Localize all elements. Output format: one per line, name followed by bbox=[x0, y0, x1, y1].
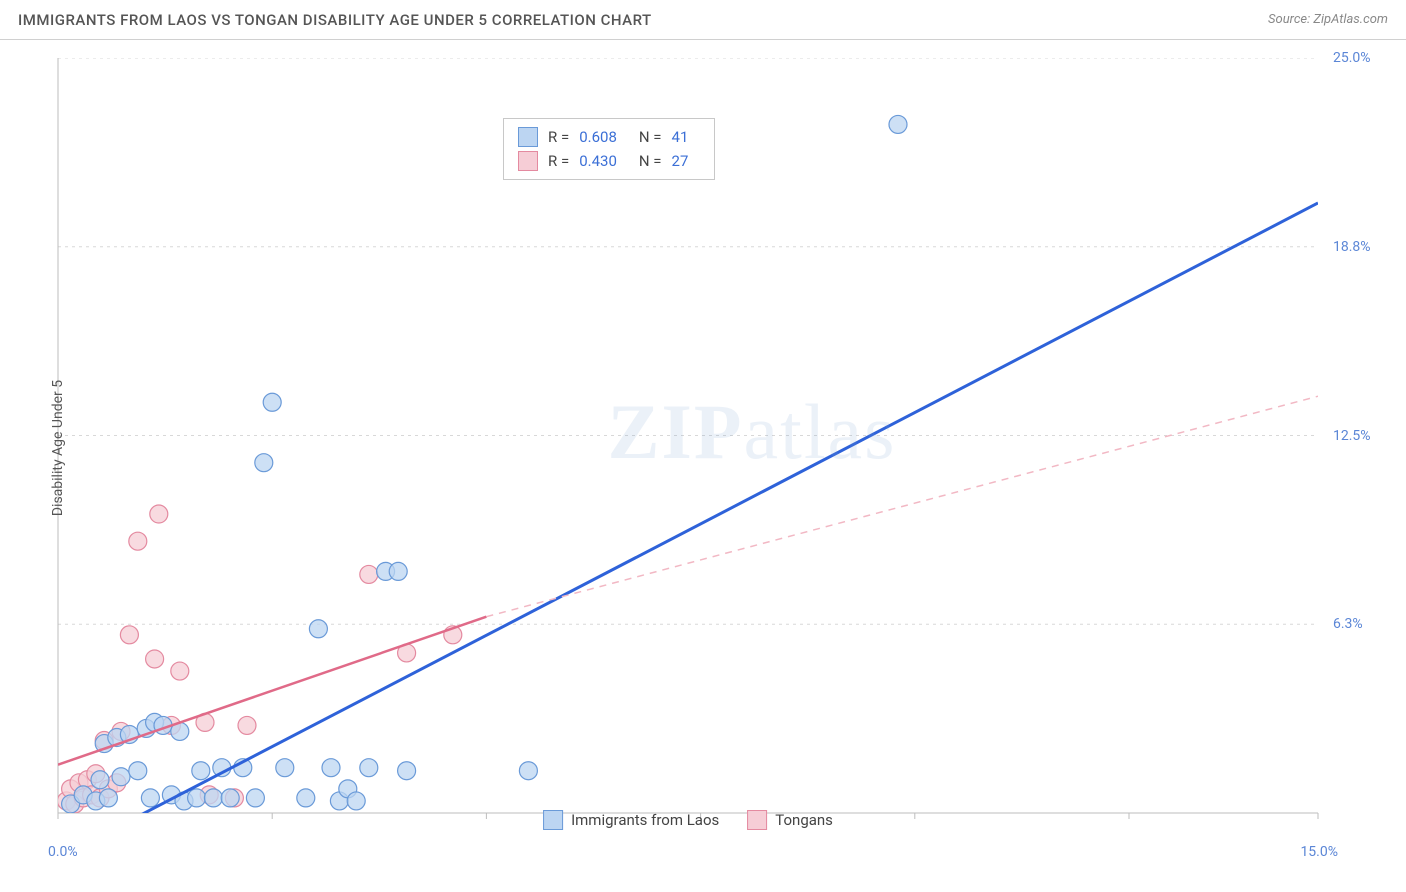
legend-item-s2: Tongans bbox=[747, 810, 833, 830]
n-label-s1: N = bbox=[639, 128, 662, 146]
legend-label-s2: Tongans bbox=[775, 811, 833, 829]
n-value-s1: 41 bbox=[672, 128, 689, 146]
chart-title: IMMIGRANTS FROM LAOS VS TONGAN DISABILIT… bbox=[18, 11, 652, 29]
chart-source: Source: ZipAtlas.com bbox=[1268, 12, 1388, 27]
swatch-series1 bbox=[518, 127, 538, 147]
y-axis-label: Disability Age Under 5 bbox=[50, 380, 66, 516]
legend-item-s1: Immigrants from Laos bbox=[543, 810, 719, 830]
legend-label-s1: Immigrants from Laos bbox=[571, 811, 719, 829]
x-axis-max-label: 15.0% bbox=[1300, 844, 1338, 860]
stats-row-series1: R = 0.608 N = 41 bbox=[518, 125, 700, 149]
legend-swatch-s1 bbox=[543, 810, 563, 830]
y-tick-label: 18.8% bbox=[1333, 239, 1388, 255]
n-value-s2: 27 bbox=[672, 152, 689, 170]
r-label-s2: R = bbox=[548, 152, 569, 170]
bottom-legend: Immigrants from Laos Tongans bbox=[543, 810, 833, 830]
r-value-s1: 0.608 bbox=[579, 128, 617, 146]
chart-area: Disability Age Under 5 ZIPatlas R = 0.60… bbox=[48, 58, 1328, 838]
y-tick-label: 6.3% bbox=[1333, 616, 1388, 632]
x-axis-min-label: 0.0% bbox=[48, 844, 78, 860]
y-tick-label: 12.5% bbox=[1333, 428, 1388, 444]
chart-header: IMMIGRANTS FROM LAOS VS TONGAN DISABILIT… bbox=[0, 0, 1406, 40]
stats-row-series2: R = 0.430 N = 27 bbox=[518, 149, 700, 173]
swatch-series2 bbox=[518, 151, 538, 171]
r-label-s1: R = bbox=[548, 128, 569, 146]
y-tick-label: 25.0% bbox=[1333, 50, 1388, 66]
legend-swatch-s2 bbox=[747, 810, 767, 830]
n-label-s2: N = bbox=[639, 152, 662, 170]
r-value-s2: 0.430 bbox=[579, 152, 617, 170]
correlation-stats-box: R = 0.608 N = 41 R = 0.430 N = 27 bbox=[503, 118, 715, 180]
